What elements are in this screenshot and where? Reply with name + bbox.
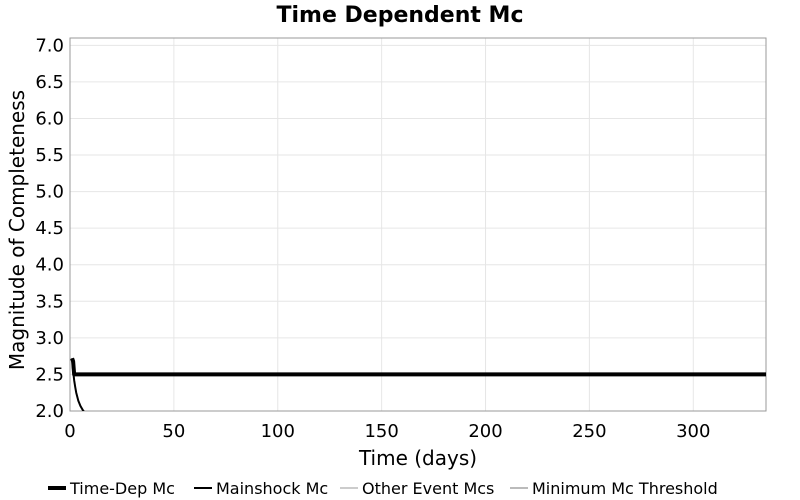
y-tick-label: 2.5 (35, 364, 64, 385)
x-axis-ticks: 0 50 100 150 200 250 300 (64, 421, 710, 442)
x-tick-label: 50 (162, 421, 185, 442)
x-tick-label: 200 (468, 421, 502, 442)
y-tick-label: 5.5 (35, 145, 64, 166)
x-tick-label: 150 (364, 421, 398, 442)
y-tick-label: 2.0 (35, 401, 64, 422)
legend-label: Mainshock Mc (216, 479, 328, 498)
series-line-1 (71, 358, 85, 411)
x-tick-label: 0 (64, 421, 75, 442)
plot-border (69, 37, 767, 412)
x-axis-label: Time (days) (358, 446, 477, 470)
y-tick-label: 3.0 (35, 328, 64, 349)
grid (69, 38, 766, 412)
y-tick-label: 5.0 (35, 182, 64, 203)
series-layer (70, 357, 766, 411)
x-tick-label: 100 (261, 421, 295, 442)
legend-label: Time-Dep Mc (69, 479, 175, 498)
y-tick-label: 7.0 (35, 35, 64, 56)
plot-area (69, 37, 767, 412)
y-axis-ticks: 2.0 2.5 3.0 3.5 4.0 4.5 5.0 5.5 6.0 6.5 7.0 (35, 35, 64, 422)
y-tick-label: 4.5 (35, 218, 64, 239)
series-line-0 (70, 357, 766, 377)
legend: Time-Dep Mc Mainshock Mc Other Event Mcs Mi… (48, 479, 718, 498)
y-tick-label: 6.0 (35, 108, 64, 129)
y-tick-label: 4.0 (35, 255, 64, 276)
legend-label: Minimum Mc Threshold (532, 479, 718, 498)
x-tick-label: 250 (572, 421, 606, 442)
chart-title: Time Dependent Mc (276, 3, 523, 28)
y-axis-label: Magnitude of Completeness (5, 90, 29, 370)
legend-label: Other Event Mcs (362, 479, 494, 498)
y-tick-label: 3.5 (35, 291, 64, 312)
y-tick-label: 6.5 (35, 72, 64, 93)
x-tick-label: 300 (676, 421, 710, 442)
